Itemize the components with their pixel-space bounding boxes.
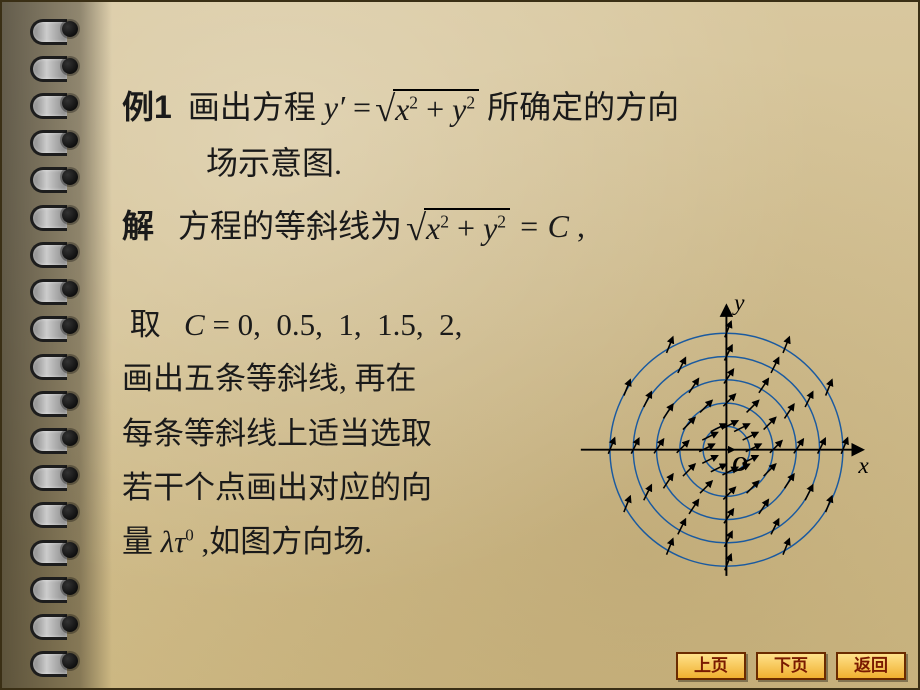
example-line-2: 场示意图. — [122, 136, 878, 190]
c-values-line: 取 C = 0, 0.5, 1, 1.5, 2, — [122, 298, 502, 352]
svg-text:x: x — [857, 453, 869, 479]
binding-ring — [20, 612, 60, 636]
prompt-prefix: 画出方程 — [188, 89, 324, 125]
body-l4-pre: 量 — [122, 524, 153, 559]
direction-field-diagram: y x O — [542, 290, 872, 590]
take-label: 取 — [130, 307, 161, 342]
lambda-tau: λτ — [161, 524, 186, 559]
binding-ring — [20, 389, 60, 413]
lambda-tau-sup: 0 — [185, 526, 194, 545]
binding-ring — [20, 277, 60, 301]
binding-ring — [20, 426, 60, 450]
example-line-1: 例1 画出方程 y′ = x2 + y2 所确定的方向 — [122, 80, 878, 136]
binding-ring — [20, 240, 60, 264]
nav-buttons: 上页 下页 返回 — [676, 652, 906, 680]
body-l4-post: ,如图方向场. — [202, 524, 373, 559]
c-values: = 0, 0.5, 1, 1.5, 2, — [212, 307, 462, 342]
body-line-4: 量 λτ0 ,如图方向场. — [122, 515, 502, 569]
left-column: 取 C = 0, 0.5, 1, 1.5, 2, 画出五条等斜线, 再在 每条等… — [122, 298, 502, 569]
next-button[interactable]: 下页 — [756, 652, 826, 680]
binding-ring — [20, 463, 60, 487]
binding-ring — [20, 649, 60, 673]
spiral-binding — [20, 2, 60, 688]
prev-button[interactable]: 上页 — [676, 652, 746, 680]
prompt-suffix: 所确定的方向 — [487, 89, 679, 125]
binding-ring — [20, 54, 60, 78]
svg-text:O: O — [732, 452, 747, 476]
binding-ring — [20, 165, 60, 189]
isocline-sqrt: x2 + y2 — [410, 201, 510, 255]
binding-ring — [20, 91, 60, 115]
equation-lhs: y′ — [324, 89, 345, 125]
back-button[interactable]: 返回 — [836, 652, 906, 680]
body-line-2: 每条等斜线上适当选取 — [122, 407, 502, 461]
isocline-rhs: = C — [518, 208, 569, 244]
solution-line: 解 方程的等斜线为 x2 + y2 = C , — [122, 199, 878, 255]
binding-ring — [20, 575, 60, 599]
binding-ring — [20, 500, 60, 524]
sqrt-expr: x2 + y2 — [379, 82, 479, 136]
binding-ring — [20, 203, 60, 227]
isocline-text: 方程的等斜线为 — [178, 208, 410, 244]
solution-label: 解 — [122, 208, 154, 244]
slide-content: 例1 画出方程 y′ = x2 + y2 所确定的方向 场示意图. 解 方程的等… — [122, 80, 878, 255]
example-label: 例1 — [122, 89, 172, 125]
body-line-1: 画出五条等斜线, 再在 — [122, 352, 502, 406]
isocline-comma: , — [569, 208, 585, 244]
binding-ring — [20, 538, 60, 562]
binding-ring — [20, 314, 60, 338]
body-line-3: 若干个点画出对应的向 — [122, 461, 502, 515]
svg-text:y: y — [732, 290, 745, 316]
slide-page: 例1 画出方程 y′ = x2 + y2 所确定的方向 场示意图. 解 方程的等… — [0, 0, 920, 690]
binding-ring — [20, 128, 60, 152]
binding-ring — [20, 352, 60, 376]
binding-ring — [20, 17, 60, 41]
c-symbol: C — [184, 307, 205, 342]
